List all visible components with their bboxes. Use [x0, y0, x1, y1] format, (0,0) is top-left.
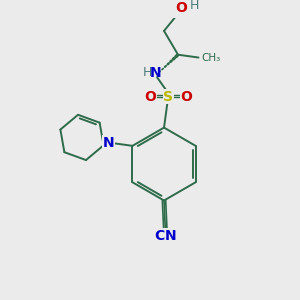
Text: N: N	[150, 66, 161, 80]
Text: N: N	[103, 136, 114, 150]
Text: H: H	[190, 0, 200, 12]
Text: O: O	[175, 2, 187, 16]
Text: CH₃: CH₃	[202, 52, 221, 62]
Text: S: S	[163, 90, 173, 104]
Text: O: O	[181, 90, 192, 104]
Text: N: N	[165, 229, 177, 242]
Text: O: O	[144, 90, 156, 104]
Text: C: C	[155, 229, 165, 242]
Text: H: H	[142, 66, 152, 80]
